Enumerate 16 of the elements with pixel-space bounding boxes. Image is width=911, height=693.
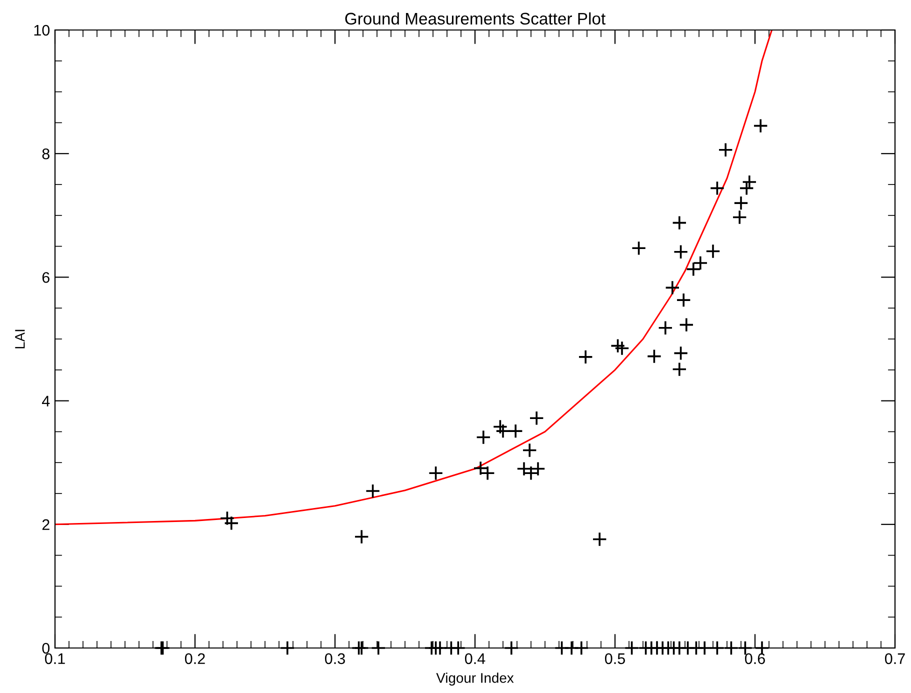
y-tick-label: 8 bbox=[42, 148, 50, 160]
y-tick-label: 2 bbox=[42, 519, 50, 530]
x-tick-label: 0.4 bbox=[464, 653, 486, 664]
chart-title: Ground Measurements Scatter Plot bbox=[345, 12, 606, 25]
x-tick-label: 0.2 bbox=[184, 653, 205, 664]
y-tick-label: 0 bbox=[42, 642, 50, 654]
x-tick-label: 0.3 bbox=[324, 653, 345, 664]
y-tick-label: 6 bbox=[42, 272, 50, 283]
x-tick-label: 0.1 bbox=[44, 653, 65, 664]
y-tick-label: 10 bbox=[34, 24, 50, 36]
x-axis-title: Vigour Index bbox=[436, 672, 514, 686]
x-tick-label: 0.7 bbox=[884, 653, 905, 664]
y-tick-label: 4 bbox=[42, 396, 50, 406]
y-axis-title: LAI bbox=[15, 330, 25, 348]
x-tick-label: 0.5 bbox=[604, 653, 625, 664]
x-tick-label: 0.6 bbox=[744, 653, 765, 664]
